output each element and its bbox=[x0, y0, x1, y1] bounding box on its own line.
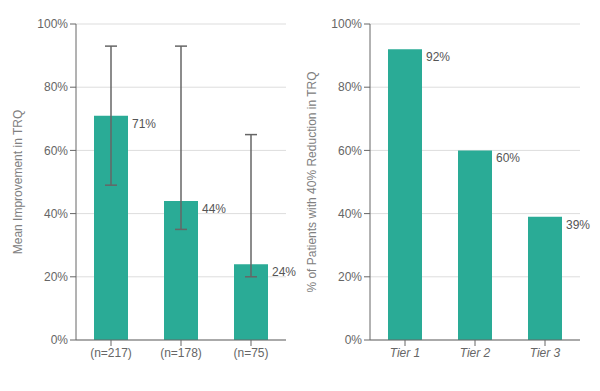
svg-text:80%: 80% bbox=[44, 80, 68, 94]
svg-text:(n=75): (n=75) bbox=[233, 346, 268, 360]
svg-text:% of Patients with 40% Reducti: % of Patients with 40% Reduction in TRQ bbox=[305, 71, 319, 292]
svg-text:40%: 40% bbox=[338, 207, 362, 221]
svg-text:80%: 80% bbox=[338, 80, 362, 94]
svg-text:Tier 2: Tier 2 bbox=[460, 346, 491, 360]
svg-text:71%: 71% bbox=[132, 117, 156, 131]
svg-text:0%: 0% bbox=[51, 333, 69, 347]
svg-text:0%: 0% bbox=[345, 333, 363, 347]
svg-text:100%: 100% bbox=[37, 17, 68, 31]
svg-text:39%: 39% bbox=[566, 218, 590, 232]
svg-text:60%: 60% bbox=[338, 144, 362, 158]
svg-text:60%: 60% bbox=[496, 151, 520, 165]
svg-text:(n=178): (n=178) bbox=[160, 346, 202, 360]
svg-text:20%: 20% bbox=[338, 270, 362, 284]
svg-text:60%: 60% bbox=[44, 144, 68, 158]
svg-text:100%: 100% bbox=[331, 17, 362, 31]
svg-text:44%: 44% bbox=[202, 202, 226, 216]
svg-text:Tier 1: Tier 1 bbox=[390, 346, 421, 360]
svg-text:Mean Improvement in TRQ: Mean Improvement in TRQ bbox=[11, 110, 25, 255]
svg-text:Tier 3: Tier 3 bbox=[530, 346, 561, 360]
svg-text:(n=217): (n=217) bbox=[90, 346, 132, 360]
svg-text:92%: 92% bbox=[426, 50, 450, 64]
svg-text:40%: 40% bbox=[44, 207, 68, 221]
svg-text:20%: 20% bbox=[44, 270, 68, 284]
svg-text:24%: 24% bbox=[272, 265, 296, 279]
